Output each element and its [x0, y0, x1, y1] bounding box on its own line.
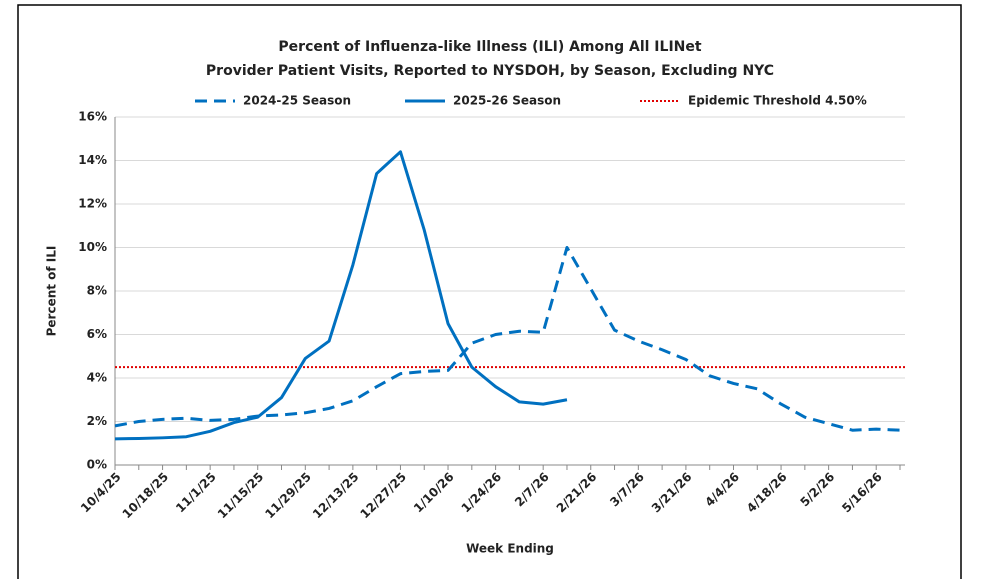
series-line — [114, 150, 568, 441]
legend-label: Epidemic Threshold 4.50% — [688, 94, 867, 108]
x-axis-label: Week Ending — [466, 542, 554, 556]
y-tick-label: 2% — [87, 414, 107, 428]
y-tick-label: 12% — [78, 197, 107, 211]
y-tick-label: 14% — [78, 153, 107, 167]
y-axis-label: Percent of ILI — [45, 246, 59, 337]
y-tick-label: 0% — [87, 458, 107, 472]
y-tick-label: 4% — [87, 371, 107, 385]
series-line — [114, 246, 901, 432]
y-tick-label: 8% — [87, 284, 107, 298]
y-tick-label: 16% — [78, 110, 107, 124]
chart-title: Provider Patient Visits, Reported to NYS… — [206, 63, 774, 79]
y-tick-label: 10% — [78, 240, 107, 254]
y-tick-label: 6% — [87, 327, 107, 341]
legend-label: 2025-26 Season — [453, 94, 561, 108]
chart-title: Percent of Influenza-like Illness (ILI) … — [278, 39, 701, 55]
legend-label: 2024-25 Season — [243, 94, 351, 108]
chart-frame — [17, 4, 962, 579]
